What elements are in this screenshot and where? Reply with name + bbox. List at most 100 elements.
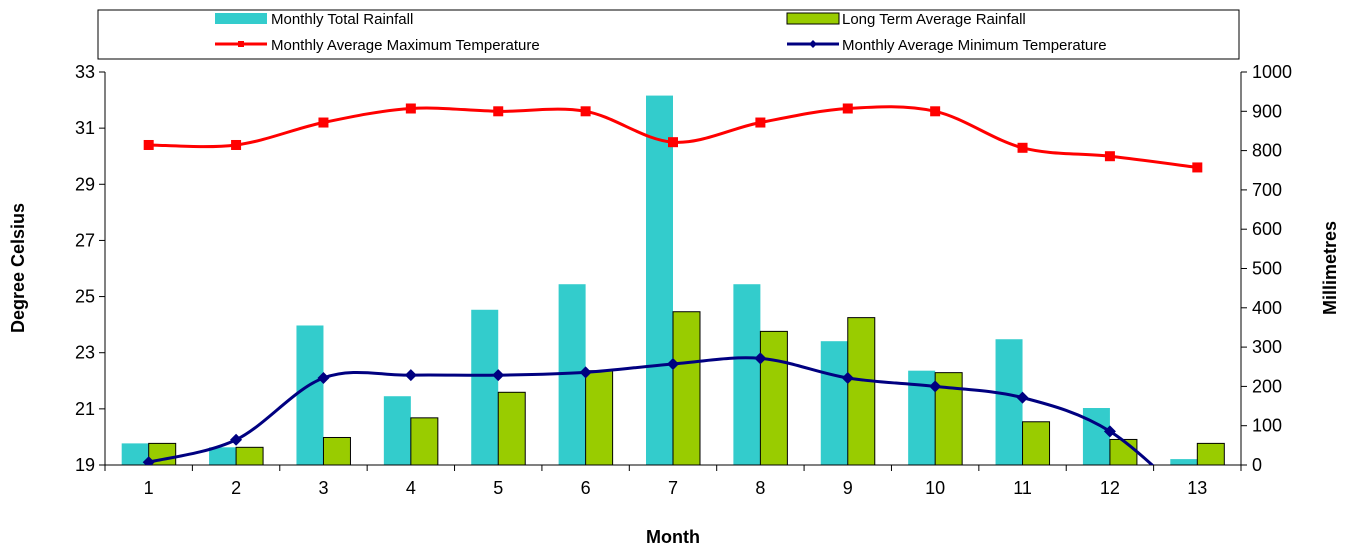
bar-long-term-rainfall [410,417,439,465]
legend-label-min-temp: Monthly Average Minimum Temperature [842,37,1107,54]
legend-label-max-temp: Monthly Average Maximum Temperature [271,37,540,54]
legend-marker-max-temp [238,41,244,47]
bars [121,95,1225,465]
point-min-temperature [142,456,155,465]
x-ticks: 1 2 3 4 5 6 7 8 9 10 11 12 13 [104,465,1242,498]
point-max-temperature [842,103,853,114]
bar-long-term-rainfall [1196,442,1225,465]
bar-long-term-rainfall [497,391,526,465]
line-max-temperature [148,105,1198,169]
left-tick-label: 21 [75,399,95,419]
x-tick-label: 5 [493,478,503,498]
point-max-temperature [755,117,766,128]
point-min-temperature [929,380,942,393]
left-tick-label: 31 [75,118,95,138]
point-max-temperature [668,137,678,148]
right-tick-label: 100 [1252,416,1282,436]
point-min-temperature [317,371,330,384]
bar-long-term-rainfall [672,311,701,465]
legend-label-long-term: Long Term Average Rainfall [842,11,1026,28]
left-tick-label: 25 [75,287,95,307]
right-tick-label: 200 [1252,376,1282,396]
legend-marker-min-temp [809,40,817,48]
right-axis-title: Millimetres [1320,221,1340,315]
right-tick-label: 400 [1252,298,1282,318]
point-max-temperature [580,106,591,117]
right-tick-label: 500 [1252,259,1282,279]
point-max-temperature [1192,162,1203,173]
left-tick-label: 33 [75,62,95,82]
x-tick-label: 7 [668,478,678,498]
x-tick-label: 10 [925,478,945,498]
bar-long-term-rainfall [847,317,876,465]
x-tick-label: 6 [581,478,591,498]
legend-box [97,9,1240,60]
point-min-temperature [1191,501,1203,513]
right-tick-label: 900 [1252,101,1282,121]
bar-long-term-rainfall [235,446,264,465]
bar-long-term-rainfall [322,436,351,465]
point-max-temperature [930,106,941,117]
bar-monthly-rainfall [209,447,237,465]
right-tick-label: 0 [1252,455,1262,475]
x-axis-title: Month [646,527,700,547]
left-tick-label: 29 [75,174,95,194]
legend-swatch-long-term [786,12,840,25]
left-axis-title: Degree Celsius [8,203,28,333]
point-max-temperature [1104,151,1115,162]
right-tick-label: 300 [1252,337,1282,357]
point-max-temperature [143,139,154,150]
left-ticks: 19 21 23 25 27 29 31 33 [75,62,105,475]
legend-item-long-term: Long Term Average Rainfall [786,11,1026,28]
legend-swatch-rainfall [215,13,267,24]
bar-monthly-rainfall [646,95,673,465]
legend-item-rainfall: Monthly Total Rainfall [215,11,413,28]
x-tick-label: 9 [843,478,853,498]
point-min-temperature [404,369,417,382]
x-tick-label: 13 [1187,478,1207,498]
bar-monthly-rainfall [121,443,149,465]
point-max-temperature [231,139,242,150]
point-min-temperature [492,369,505,382]
x-tick-label: 1 [144,478,154,498]
bar-long-term-rainfall [1022,421,1051,465]
right-ticks: 0 100 200 300 400 500 600 700 800 900 1000 [1241,62,1292,475]
lines [142,103,1203,513]
point-min-temperature [1016,391,1029,404]
point-min-temperature [841,371,854,384]
point-min-temperature [667,357,679,370]
left-tick-label: 19 [75,455,95,475]
point-max-temperature [1017,142,1028,153]
left-tick-label: 23 [75,343,95,363]
legend-item-min-temp: Monthly Average Minimum Temperature [787,37,1107,54]
right-tick-label: 800 [1252,141,1282,161]
legend-item-max-temp: Monthly Average Maximum Temperature [215,37,540,54]
bar-monthly-rainfall [383,396,411,465]
x-tick-label: 11 [1013,478,1032,498]
legend: Monthly Total Rainfall Long Term Average… [97,9,1240,60]
point-min-temperature [754,352,767,365]
point-max-temperature [318,117,329,128]
bar-monthly-rainfall [296,325,324,465]
x-tick-label: 3 [318,478,328,498]
right-tick-label: 600 [1252,219,1282,239]
bar-monthly-rainfall [995,339,1023,465]
point-min-temperature [579,366,592,379]
x-tick-label: 4 [406,478,416,498]
legend-label-rainfall: Monthly Total Rainfall [271,11,413,28]
x-tick-label: 2 [231,478,241,498]
bar-monthly-rainfall [1082,408,1110,465]
bar-monthly-rainfall [733,284,761,465]
right-tick-label: 1000 [1252,62,1292,82]
left-tick-label: 27 [75,230,95,250]
right-tick-label: 700 [1252,180,1282,200]
bar-monthly-rainfall [471,309,499,465]
point-max-temperature [405,103,416,114]
bar-monthly-rainfall [1170,459,1198,465]
bar-long-term-rainfall [1109,438,1138,465]
bar-monthly-rainfall [820,341,848,465]
point-max-temperature [493,106,504,117]
bar-long-term-rainfall [585,370,614,465]
point-min-temperature [230,433,243,446]
